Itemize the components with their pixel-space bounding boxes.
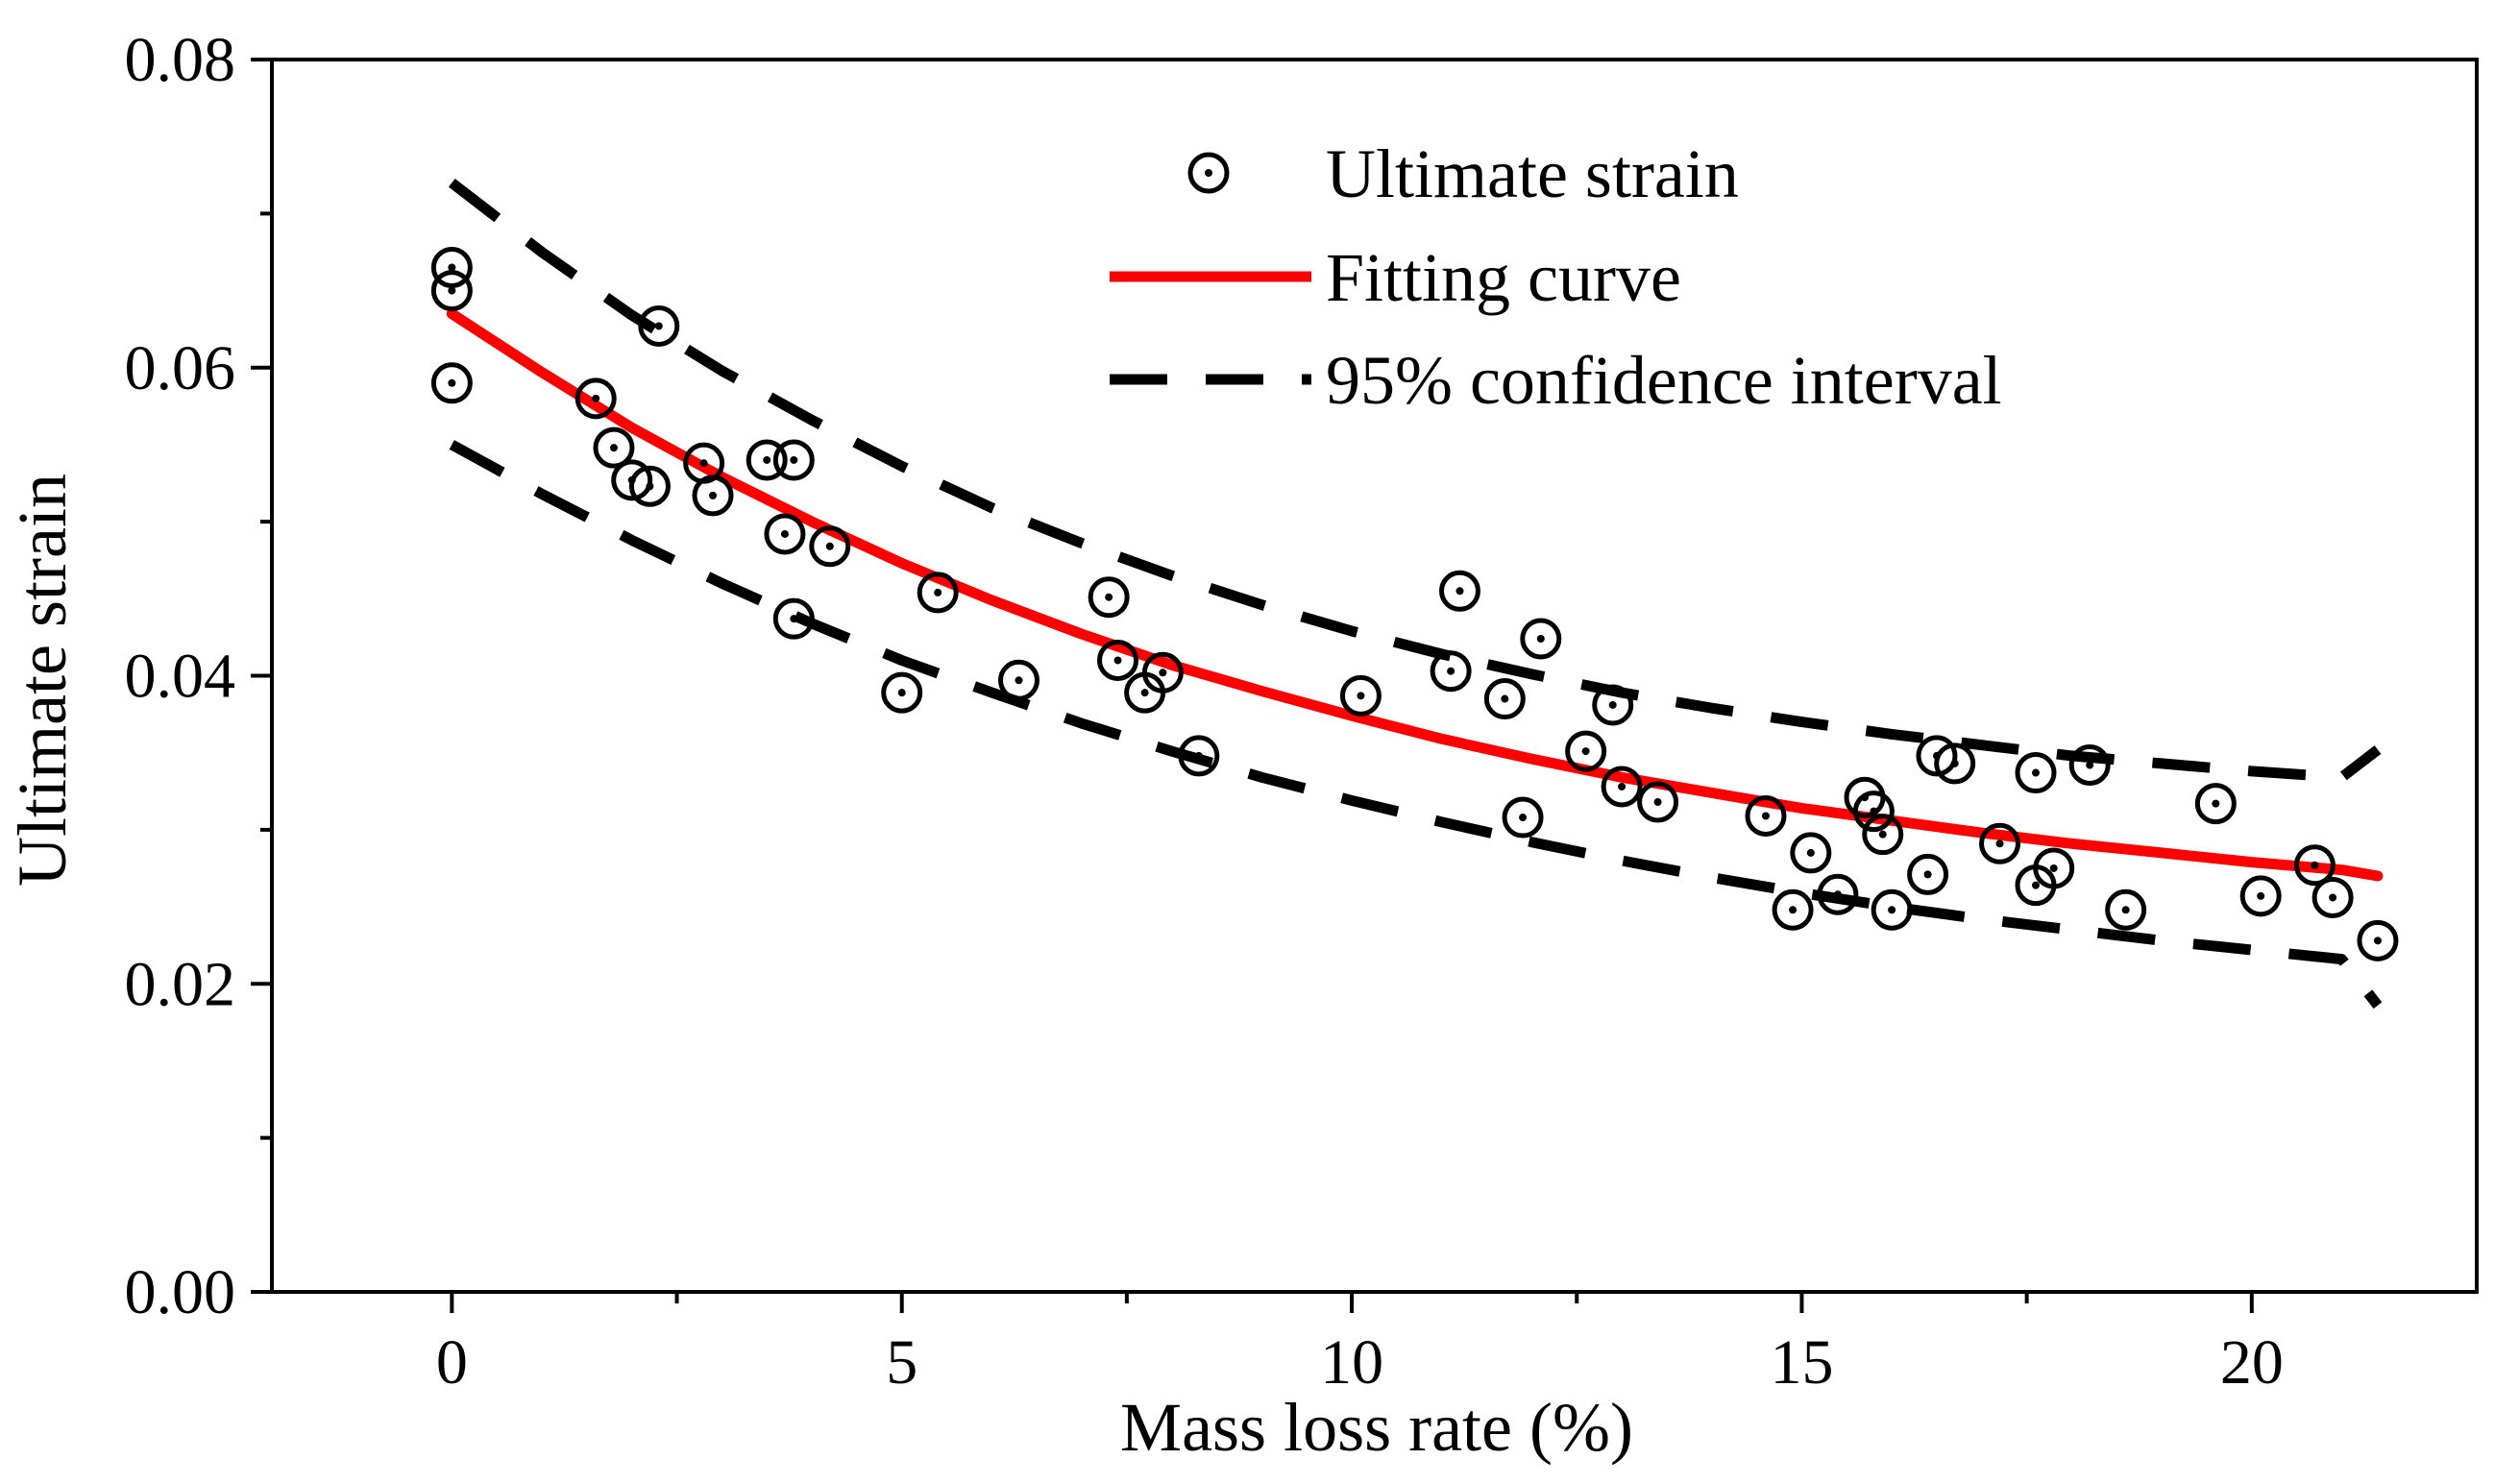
data-point	[1862, 814, 1904, 856]
data-point	[2015, 752, 2057, 794]
y-tick-label: 0.02	[125, 949, 236, 1019]
legend-label-ultimate-strain: Ultimate strain	[1326, 135, 1739, 212]
legend: Ultimate strain Fitting curve 95% confid…	[1110, 135, 2002, 419]
data-point	[764, 513, 806, 555]
data-point	[772, 439, 815, 481]
data-point	[1817, 873, 1859, 915]
fitting-curve	[446, 308, 2384, 882]
data-point	[575, 377, 617, 420]
data-point	[1772, 888, 1814, 931]
data-point	[1088, 576, 1130, 619]
data-point	[772, 597, 815, 640]
data-point	[1979, 822, 2021, 864]
legend-label-fitting-curve: Fitting curve	[1326, 239, 1681, 316]
data-point	[430, 270, 473, 312]
data-point	[638, 304, 680, 347]
y-tick-label: 0.04	[125, 642, 236, 712]
data-point	[430, 362, 473, 404]
data-point	[1097, 639, 1139, 681]
data-point	[2068, 744, 2111, 787]
data-point	[1907, 853, 1949, 895]
data-point	[1339, 674, 1382, 717]
legend-item-ultimate-strain: Ultimate strain	[1187, 135, 1739, 212]
data-point	[1438, 570, 1480, 612]
data-point	[1852, 791, 1895, 833]
data-point	[1565, 730, 1607, 772]
y-tick-label: 0.08	[125, 25, 236, 95]
data-point	[746, 439, 788, 481]
data-point	[1637, 781, 1679, 823]
data-point	[1601, 766, 1643, 808]
data-point	[1178, 735, 1220, 777]
data-point	[430, 247, 473, 289]
data-point	[1934, 742, 1976, 785]
y-tick-label: 0.06	[125, 333, 236, 403]
data-point	[1483, 678, 1526, 720]
x-tick-label: 0	[436, 1327, 468, 1398]
data-point	[1592, 684, 1634, 726]
data-point	[1430, 650, 1472, 693]
data-point	[881, 671, 923, 714]
x-axis: 0 5 10 15 20	[436, 1292, 2284, 1398]
data-point	[1141, 651, 1184, 693]
legend-item-fitting-curve: Fitting curve	[1110, 239, 1681, 316]
data-point	[593, 426, 635, 469]
data-points	[430, 247, 2399, 961]
data-point	[2239, 875, 2282, 917]
data-point	[2357, 919, 2399, 961]
data-point	[2105, 888, 2147, 931]
data-point	[809, 525, 851, 568]
data-point	[1790, 832, 1832, 874]
data-point	[692, 474, 734, 517]
x-tick-label: 10	[1320, 1327, 1383, 1398]
data-point	[2293, 844, 2336, 887]
legend-label-confidence-interval: 95% confidence interval	[1326, 342, 2002, 419]
data-point	[1520, 618, 1562, 660]
ci-lower-line	[449, 440, 2383, 1010]
legend-marker-circle-dot	[1187, 152, 1230, 194]
y-tick-label: 0.00	[125, 1257, 236, 1327]
data-point	[2033, 847, 2075, 889]
x-tick-label: 20	[2220, 1327, 2284, 1398]
data-point	[628, 465, 671, 507]
data-point	[997, 659, 1039, 701]
data-point	[2194, 783, 2237, 825]
data-point	[2311, 876, 2354, 918]
x-axis-title: Mass loss rate (%)	[1120, 1389, 1633, 1466]
x-tick-label: 15	[1770, 1327, 1833, 1398]
data-point	[917, 572, 959, 614]
x-tick-label: 5	[886, 1327, 917, 1398]
data-point	[1871, 888, 1913, 931]
legend-item-confidence-interval: 95% confidence interval	[1110, 342, 2002, 419]
data-point	[1745, 794, 1787, 837]
y-axis: 0.00 0.02 0.04 0.06 0.08	[125, 25, 272, 1327]
fitting-curve-layer	[446, 308, 2384, 882]
y-axis-title: Ultimate strain	[4, 474, 81, 887]
data-point	[1502, 796, 1544, 839]
